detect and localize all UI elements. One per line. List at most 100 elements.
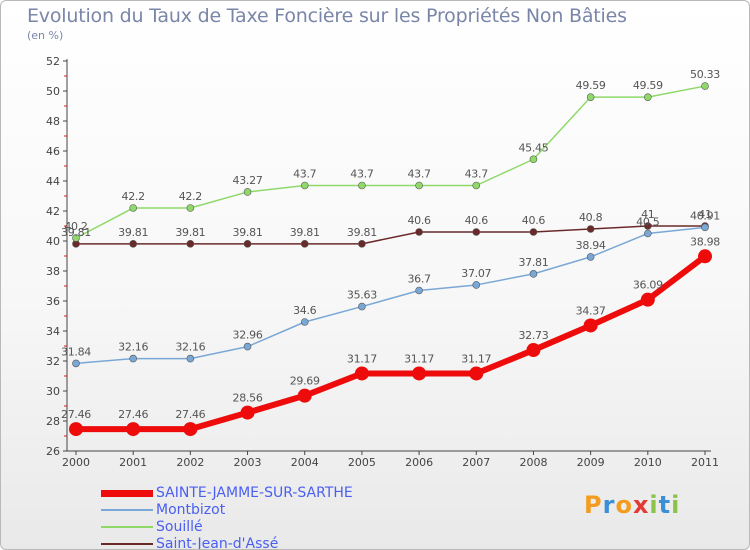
y-tick-label: 28: [46, 415, 60, 428]
x-tick-label: 2003: [234, 456, 262, 469]
data-label: 28.56: [233, 392, 263, 405]
data-label: 32.73: [518, 329, 548, 342]
data-label: 40.2: [64, 220, 87, 233]
legend-swatch: [101, 489, 153, 497]
x-tick-label: 2010: [634, 456, 662, 469]
data-point: [586, 225, 595, 233]
y-tick-label: 42: [46, 205, 60, 218]
data-point: [586, 253, 595, 261]
data-point: [186, 354, 195, 363]
brand-letter: P: [584, 491, 603, 519]
data-point: [640, 292, 655, 307]
y-tick-label: 50: [46, 85, 60, 98]
brand-letter: r: [602, 491, 616, 519]
data-label: 43.27: [233, 174, 263, 187]
data-label: 35.63: [347, 289, 377, 302]
series-line: [75, 226, 706, 365]
data-label: 45.45: [518, 141, 548, 154]
x-tick-label: 2006: [405, 456, 433, 469]
data-point: [129, 240, 137, 248]
data-point: [186, 204, 195, 212]
data-point: [526, 343, 541, 358]
data-point: [472, 181, 481, 190]
data-label: 27.46: [118, 408, 148, 421]
data-label: 41: [641, 208, 654, 221]
y-tick-label: 46: [46, 145, 60, 158]
data-label: 40.6: [465, 214, 489, 227]
data-label: 39.81: [347, 226, 377, 239]
data-label: 32.16: [175, 341, 205, 354]
brand-letter: t: [658, 491, 672, 519]
data-label: 36.09: [633, 279, 663, 292]
x-tick-label: 2000: [62, 456, 90, 469]
legend-label: Montbizot: [156, 502, 226, 518]
data-label: 42.2: [122, 190, 145, 203]
x-tick-label: 2002: [176, 456, 204, 469]
data-point: [472, 281, 481, 289]
data-point: [586, 93, 595, 101]
data-point: [240, 405, 255, 420]
data-label: 40.5: [636, 216, 660, 229]
data-point: [415, 286, 423, 295]
data-label: 38.94: [576, 239, 606, 252]
data-label: 37.07: [461, 267, 491, 280]
series-line: [75, 85, 706, 239]
data-point: [358, 240, 366, 248]
data-label: 40.6: [522, 214, 546, 227]
data-label: 39.81: [290, 226, 320, 239]
x-tick-label: 2001: [119, 456, 147, 469]
data-label: 36.7: [407, 273, 431, 286]
data-label: 27.46: [175, 408, 205, 421]
data-point: [300, 318, 309, 326]
data-label: 50.33: [690, 68, 720, 81]
data-point: [72, 234, 80, 242]
x-tick-label: 2008: [519, 456, 547, 469]
y-tick-label: 34: [46, 325, 60, 338]
data-point: [583, 318, 598, 333]
y-tick-label: 30: [46, 385, 60, 398]
data-label: 39.81: [61, 226, 91, 239]
data-label: 41: [698, 208, 711, 221]
data-point: [243, 188, 252, 196]
data-point: [358, 181, 366, 190]
data-point: [129, 354, 137, 363]
data-label: 31.17: [461, 352, 491, 365]
data-label: 40.8: [579, 211, 603, 224]
data-point: [412, 366, 427, 381]
data-label: 34.6: [293, 304, 317, 317]
x-tick-label: 2011: [691, 456, 719, 469]
data-label: 43.7: [293, 168, 317, 181]
data-label: 40.91: [690, 209, 720, 222]
x-tick-label: 2004: [291, 456, 319, 469]
data-label: 34.37: [576, 304, 606, 317]
data-point: [644, 229, 652, 238]
data-label: 43.7: [350, 168, 374, 181]
x-tick-label: 2007: [462, 456, 490, 469]
data-label: 32.96: [233, 329, 263, 342]
data-point: [300, 181, 309, 190]
data-point: [354, 366, 369, 381]
data-point: [186, 240, 195, 248]
data-point: [469, 366, 484, 381]
data-label: 49.59: [633, 79, 663, 92]
data-label: 43.7: [407, 168, 431, 181]
data-point: [698, 249, 712, 264]
data-label: 49.59: [576, 79, 606, 92]
data-point: [644, 93, 652, 101]
y-tick-label: 38: [46, 265, 60, 278]
data-point: [701, 82, 709, 90]
data-point: [415, 228, 423, 236]
chart-subtitle: (en %): [27, 29, 64, 42]
data-label: 27.46: [61, 408, 91, 421]
y-tick-label: 26: [46, 445, 60, 458]
data-point: [529, 270, 538, 278]
y-tick-label: 44: [46, 175, 60, 188]
y-tick-label: 52: [46, 55, 60, 68]
brand-letter: i: [671, 491, 681, 519]
legend-swatch: [101, 526, 153, 528]
data-label: 39.81: [233, 226, 263, 239]
data-label: 31.17: [347, 352, 377, 365]
y-tick-label: 32: [46, 355, 60, 368]
data-point: [529, 155, 538, 164]
legend-label: SAINTE-JAMME-SUR-SARTHE: [156, 485, 353, 501]
